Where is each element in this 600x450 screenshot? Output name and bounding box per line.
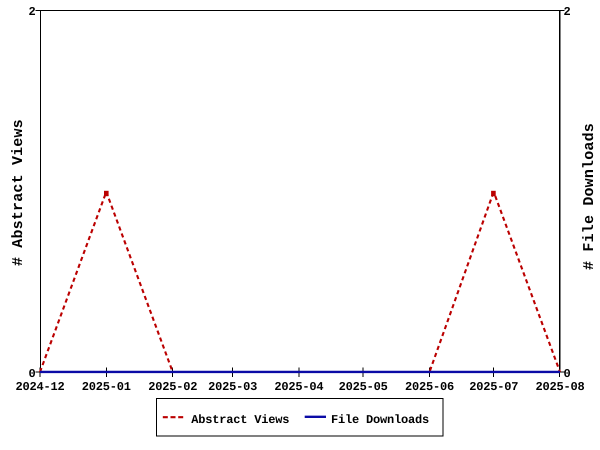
svg-text:2: 2 — [28, 5, 35, 19]
svg-text:2: 2 — [563, 5, 570, 19]
svg-text:# File Downloads: # File Downloads — [581, 123, 598, 270]
svg-text:2025-06: 2025-06 — [405, 380, 454, 394]
svg-text:2025-02: 2025-02 — [148, 380, 197, 394]
svg-text:2025-03: 2025-03 — [208, 380, 257, 394]
svg-text:Abstract Views: Abstract Views — [191, 413, 289, 427]
svg-text:2025-05: 2025-05 — [339, 380, 388, 394]
svg-text:# Abstract Views: # Abstract Views — [10, 119, 27, 266]
svg-text:2025-07: 2025-07 — [469, 380, 518, 394]
svg-text:2024-12: 2024-12 — [15, 380, 64, 394]
svg-text:File Downloads: File Downloads — [331, 413, 429, 427]
svg-text:2025-04: 2025-04 — [274, 380, 323, 394]
svg-text:0: 0 — [28, 367, 35, 381]
svg-text:2025-01: 2025-01 — [82, 380, 131, 394]
svg-text:0: 0 — [563, 367, 570, 381]
svg-text:2025-08: 2025-08 — [535, 380, 584, 394]
